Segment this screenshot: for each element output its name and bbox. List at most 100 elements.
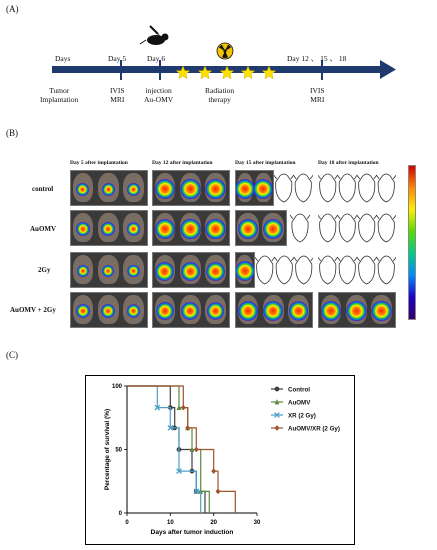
radiance-color-scale <box>408 165 416 320</box>
timeline-label-day6: Day 6 <box>147 54 166 63</box>
x-tick-label: 20 <box>210 520 217 526</box>
bioluminescence-signal <box>288 301 309 322</box>
mouse-image <box>97 213 119 243</box>
mouse-image <box>179 173 201 203</box>
bioluminescence-signal <box>76 265 89 278</box>
bioluminescence-signal <box>101 304 116 318</box>
mouse-image <box>179 213 201 243</box>
bioluminescence-signal <box>263 301 284 322</box>
mouse-image <box>72 173 94 203</box>
ivis-image <box>70 292 148 328</box>
panel-a-label: (A) <box>6 4 19 14</box>
panel-c-label: (C) <box>6 350 18 360</box>
deceased-mouse-placeholder <box>287 210 313 246</box>
mouse-image <box>123 255 144 285</box>
ivis-image <box>235 210 287 246</box>
bioluminescence-signal <box>371 300 392 322</box>
bioluminescence-signal <box>237 301 258 322</box>
bioluminescence-signal <box>236 179 255 200</box>
mouse-image <box>154 255 176 285</box>
survival-point <box>167 425 174 431</box>
ivis-image <box>152 292 230 328</box>
survival-point <box>176 468 182 474</box>
bioluminescence-signal <box>101 222 116 236</box>
star-icon-3 <box>219 65 235 80</box>
timeline-label-injection: injection Au-OMV <box>144 86 174 104</box>
mouse-syringe-icon <box>139 25 169 45</box>
mouse-image <box>253 173 273 203</box>
legend-marker <box>274 399 280 405</box>
bioluminescence-signal <box>206 302 225 321</box>
star-icon-1 <box>175 65 191 80</box>
mouse-image <box>97 255 119 285</box>
bioluminescence-signal <box>263 219 283 240</box>
panel-b-label: (B) <box>6 128 18 138</box>
mouse-image <box>262 213 284 243</box>
timeline-arrow-head <box>380 60 396 79</box>
survival-point <box>211 468 217 474</box>
bioluminescence-signal <box>238 219 258 240</box>
legend-label: AuOMV/XR (2 Gy) <box>288 426 340 433</box>
bioluminescence-signal <box>127 265 140 278</box>
bioluminescence-signal <box>179 178 201 200</box>
legend-label: AuOMV <box>288 400 311 407</box>
mouse-image <box>123 213 144 243</box>
ivis-image <box>235 170 274 206</box>
column-header-day15: Day 15 after implantation <box>235 160 296 166</box>
y-tick-label: 0 <box>119 511 123 517</box>
bioluminescence-signal <box>155 261 175 281</box>
bioluminescence-signal <box>154 178 176 200</box>
survival-point <box>193 446 199 453</box>
ivis-image <box>152 252 230 288</box>
timeline-label-tumor: Tumor Implantation <box>40 86 79 104</box>
bioluminescence-signal <box>235 261 254 282</box>
survival-chart-frame <box>85 375 355 545</box>
y-tick-label: 50 <box>115 448 122 454</box>
ivis-image <box>235 292 313 328</box>
mouse-outline-icon <box>289 213 311 243</box>
survival-point <box>215 488 221 495</box>
mouse-image <box>237 295 259 325</box>
x-axis-label: Days after tumor induction <box>151 529 234 536</box>
survival-point <box>176 404 182 410</box>
mouse-outline-icon <box>318 213 396 243</box>
bioluminescence-signal <box>127 182 140 196</box>
star-icon-2 <box>197 65 213 80</box>
mouse-image <box>205 213 226 243</box>
bioluminescence-signal <box>320 300 342 322</box>
y-axis-label: Percentage of survival (%) <box>104 409 111 490</box>
bioluminescence-signal <box>181 302 200 321</box>
timeline-label-radiation: Radiation therapy <box>205 86 235 104</box>
bioluminescence-signal <box>126 304 141 318</box>
mouse-image <box>205 255 226 285</box>
mouse-image <box>345 295 367 325</box>
mouse-image <box>72 255 94 285</box>
ivis-image <box>318 292 396 328</box>
mouse-outline-icon <box>274 173 313 203</box>
mouse-outline-icon <box>254 255 313 285</box>
deceased-mouse-placeholder <box>318 252 396 288</box>
mouse-image <box>154 213 176 243</box>
mouse-outline-icon <box>318 173 396 203</box>
mouse-image <box>154 173 176 203</box>
bioluminescence-signal <box>76 222 90 236</box>
bioluminescence-signal <box>76 182 90 196</box>
bioluminescence-signal <box>253 179 273 200</box>
mouse-image <box>262 295 284 325</box>
timeline-label-ivis-1: IVIS MRI <box>110 86 125 104</box>
mouse-image <box>72 213 94 243</box>
legend-label: XR (2 Gy) <box>288 413 316 420</box>
mouse-image <box>72 295 94 325</box>
bioluminescence-signal <box>205 261 226 281</box>
survival-line-2 <box>127 385 202 513</box>
mouse-image <box>205 295 226 325</box>
mouse-image <box>123 173 144 203</box>
timeline-arrow-body <box>52 66 382 73</box>
bioluminescence-signal <box>345 300 367 322</box>
bioluminescence-signal <box>102 265 115 278</box>
bioluminescence-signal <box>180 261 200 281</box>
deceased-mouse-placeholder <box>274 170 313 206</box>
column-header-day12: Day 12 after implantation <box>152 160 213 166</box>
y-tick-label: 100 <box>112 384 123 390</box>
mouse-image <box>288 295 309 325</box>
